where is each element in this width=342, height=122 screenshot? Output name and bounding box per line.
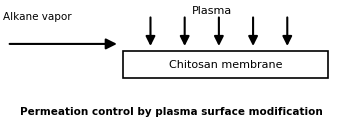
Text: Alkane vapor: Alkane vapor bbox=[3, 12, 72, 22]
Text: Chitosan membrane: Chitosan membrane bbox=[169, 60, 282, 70]
Bar bbox=[123, 51, 328, 78]
Text: Plasma: Plasma bbox=[192, 6, 232, 16]
Text: Permeation control by plasma surface modification: Permeation control by plasma surface mod… bbox=[19, 107, 323, 117]
